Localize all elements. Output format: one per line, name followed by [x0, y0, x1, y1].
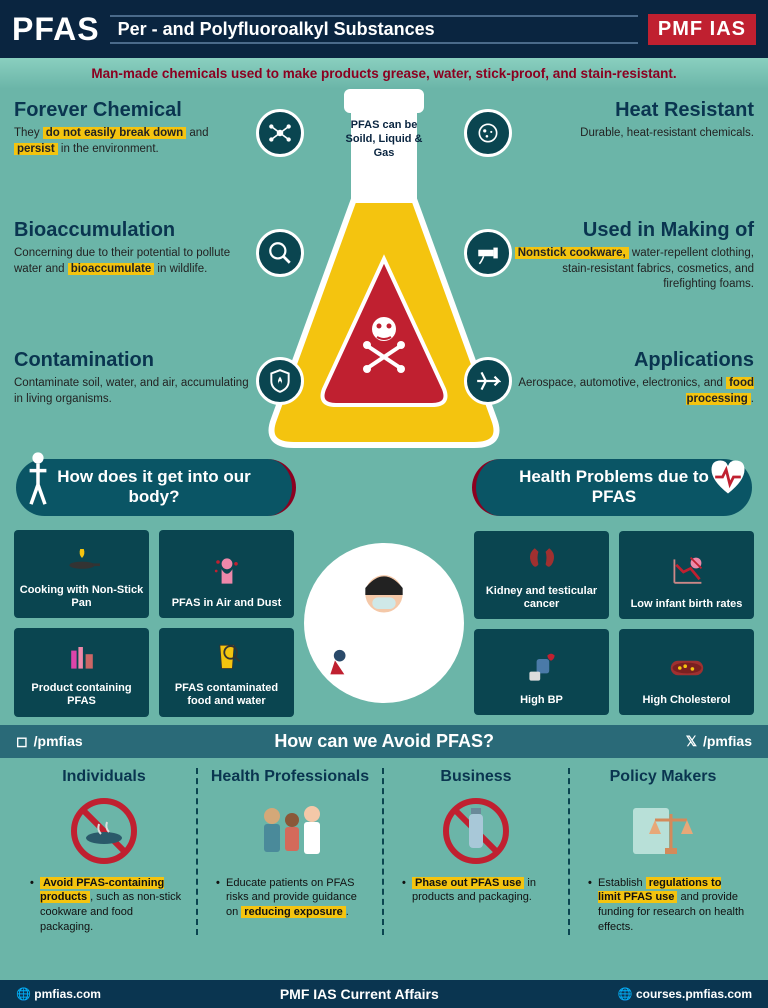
- card-foodwater: PFAS contaminated food and water: [159, 628, 294, 716]
- avoid-health-prof: Health Professionals Educate patients on…: [198, 768, 384, 935]
- avoid-policy: Policy Makers Establish regulations to l…: [570, 768, 756, 935]
- health-cards: Kidney and testicular cancer Low infant …: [474, 531, 754, 715]
- card-cooking: Cooking with Non-Stick Pan: [14, 530, 149, 618]
- footer-left: 🌐 pmfias.com: [16, 987, 101, 1001]
- avoid-bar: ◻ /pmfias How can we Avoid PFAS? 𝕏 /pmfi…: [0, 725, 768, 758]
- section-bar: How does it get into our body? Health Pr…: [0, 459, 768, 516]
- feature-text: They do not easily break down and persis…: [14, 126, 254, 157]
- feature-text: Aerospace, automotive, electronics, and …: [514, 376, 754, 407]
- pfas-title: PFAS: [12, 11, 100, 48]
- feature-title: Heat Resistant: [514, 99, 754, 122]
- no-bottle-icon: [394, 792, 558, 870]
- feature-text: Concerning due to their potential to pol…: [14, 246, 254, 277]
- main-features-area: PFAS can be Soild, Liquid & Gas Forever …: [0, 89, 768, 469]
- feature-title: Used in Making of: [514, 219, 754, 242]
- brand-badge: PMF IAS: [648, 14, 756, 45]
- flask-text: PFAS can be Soild, Liquid & Gas: [344, 119, 424, 160]
- feature-title: Contamination: [14, 349, 254, 372]
- scientist-graphic: [304, 543, 464, 703]
- feature-heat: Heat Resistant Durable, heat-resistant c…: [514, 99, 754, 142]
- feature-title: Applications: [514, 349, 754, 372]
- avoid-individuals: Individuals Avoid PFAS-containing produc…: [12, 768, 198, 935]
- header: PFAS Per - and Polyfluoroalkyl Substance…: [0, 0, 768, 58]
- mid-grid: Cooking with Non-Stick Pan PFAS in Air a…: [0, 516, 768, 725]
- doctor-patient-icon: [208, 792, 372, 870]
- avoid-business: Business Phase out PFAS use in products …: [384, 768, 570, 935]
- virus-icon: [464, 109, 512, 157]
- feature-text: Durable, heat-resistant chemicals.: [514, 126, 754, 142]
- card-bp: High BP: [474, 629, 609, 715]
- card-kidney: Kidney and testicular cancer: [474, 531, 609, 619]
- feature-contam: Contamination Contaminate soil, water, a…: [14, 349, 254, 407]
- tagline: Man-made chemicals used to make products…: [0, 58, 768, 89]
- scales-icon: [580, 792, 746, 870]
- feature-usedin: Used in Making of Nonstick cookware, wat…: [514, 219, 754, 293]
- feature-title: Forever Chemical: [14, 99, 254, 122]
- feature-bioaccum: Bioaccumulation Concerning due to their …: [14, 219, 254, 277]
- footer-center: PMF IAS Current Affairs: [280, 986, 439, 1002]
- feature-text: Contaminate soil, water, and air, accumu…: [14, 376, 254, 407]
- no-cooking-icon: [22, 792, 186, 870]
- footer: 🌐 pmfias.com PMF IAS Current Affairs 🌐 c…: [0, 980, 768, 1008]
- shield-fire-icon: [256, 357, 304, 405]
- card-product: Product containing PFAS: [14, 628, 149, 716]
- entry-cards: Cooking with Non-Stick Pan PFAS in Air a…: [14, 530, 294, 717]
- pipe-icon: [464, 229, 512, 277]
- avoid-title: How can we Avoid PFAS?: [274, 731, 494, 752]
- plane-icon: [464, 357, 512, 405]
- instagram-handle: ◻ /pmfias: [16, 733, 83, 750]
- x-handle: 𝕏 /pmfias: [686, 733, 752, 750]
- feature-title: Bioaccumulation: [14, 219, 254, 242]
- feature-apps: Applications Aerospace, automotive, elec…: [514, 349, 754, 407]
- card-infant: Low infant birth rates: [619, 531, 754, 619]
- molecule-icon: [256, 109, 304, 157]
- section-pill-entry: How does it get into our body?: [16, 459, 296, 516]
- feature-forever: Forever Chemical They do not easily brea…: [14, 99, 254, 157]
- body-icon: [18, 451, 58, 507]
- pfas-subtitle: Per - and Polyfluoroalkyl Substances: [110, 15, 638, 44]
- heart-icon: [706, 455, 750, 499]
- card-cholesterol: High Cholesterol: [619, 629, 754, 715]
- magnify-icon: [256, 229, 304, 277]
- footer-right: 🌐 courses.pmfias.com: [618, 987, 752, 1001]
- card-airdust: PFAS in Air and Dust: [159, 530, 294, 618]
- avoid-grid: Individuals Avoid PFAS-containing produc…: [0, 758, 768, 943]
- feature-text: Nonstick cookware, water-repellent cloth…: [514, 246, 754, 293]
